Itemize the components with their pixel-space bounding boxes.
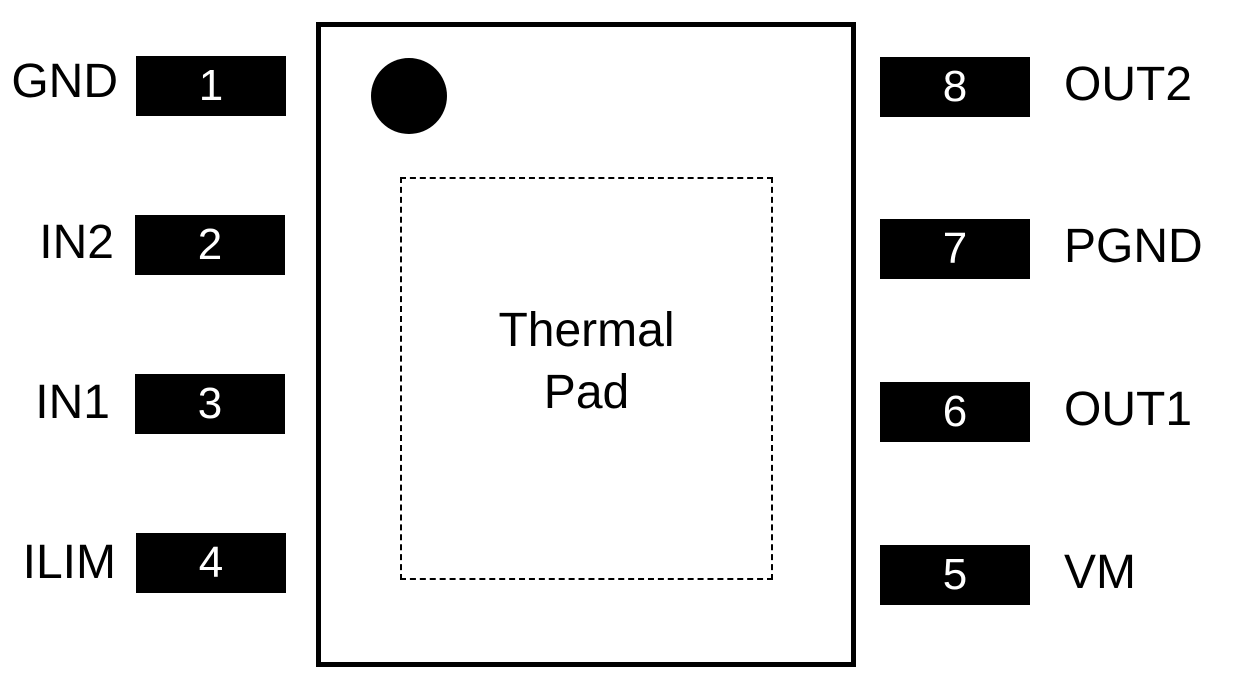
pin-name-8: OUT2 bbox=[1064, 58, 1193, 111]
pin-name-5: VM bbox=[1064, 546, 1136, 599]
pin-5: 5 bbox=[880, 545, 1030, 605]
pin-8: 8 bbox=[880, 57, 1030, 117]
pin-7: 7 bbox=[880, 219, 1030, 279]
pin-1: 1 bbox=[136, 56, 286, 116]
pin-2: 2 bbox=[135, 215, 285, 275]
thermal-pad-label-line1: Thermal bbox=[498, 304, 675, 357]
pin-name-1: GND bbox=[11, 55, 118, 108]
thermal-pad-label-line2: Pad bbox=[543, 366, 630, 419]
pin-name-4: ILIM bbox=[22, 536, 116, 589]
package-body bbox=[316, 22, 856, 667]
pin1-indicator-dot bbox=[371, 58, 447, 134]
pin-name-2: IN2 bbox=[39, 216, 114, 269]
pin-6: 6 bbox=[880, 382, 1030, 442]
pin-name-7: PGND bbox=[1064, 220, 1203, 273]
pin-name-3: IN1 bbox=[35, 376, 110, 429]
pin-3: 3 bbox=[135, 374, 285, 434]
thermal-pad-outline bbox=[400, 177, 773, 580]
thermal-pad-label: Thermal Pad bbox=[400, 300, 773, 424]
pin-4: 4 bbox=[136, 533, 286, 593]
pin-name-6: OUT1 bbox=[1064, 383, 1193, 436]
